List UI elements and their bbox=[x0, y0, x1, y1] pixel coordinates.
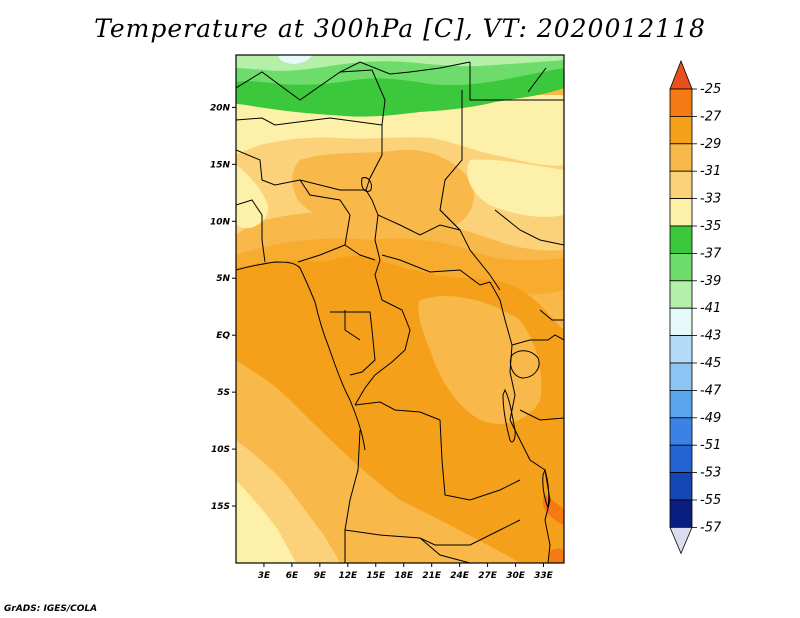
x-tick-label: 33E bbox=[534, 571, 554, 581]
x-tick-label: 9E bbox=[314, 571, 327, 581]
colorbar-label: -25 bbox=[700, 82, 721, 97]
colorbar-swatch bbox=[669, 417, 693, 446]
colorbar-swatch bbox=[669, 88, 693, 117]
field-patch-27 bbox=[542, 495, 564, 525]
field-patch-31-east bbox=[418, 296, 542, 424]
colorbar-swatch bbox=[669, 280, 693, 309]
colorbar-label: -39 bbox=[700, 274, 721, 289]
colorbar-swatch bbox=[669, 198, 693, 227]
grads-credit: GrADS: IGES/COLA bbox=[4, 604, 98, 614]
field-sw-31 bbox=[236, 400, 365, 563]
colorbar-swatch bbox=[669, 335, 693, 364]
colorbar-top-cap bbox=[669, 59, 693, 90]
field-patch-35-east bbox=[467, 159, 564, 217]
colorbar-label: -57 bbox=[700, 520, 722, 535]
y-tick-label: 10S bbox=[211, 445, 230, 455]
colorbar-swatch bbox=[669, 389, 693, 419]
y-tick-label: 15N bbox=[210, 160, 231, 170]
x-tick-label: 24E bbox=[450, 571, 470, 581]
longitude-axis: 3E 6E 9E 12E 15E 18E 21E 24E 27E 30E 33E bbox=[258, 563, 554, 581]
y-tick-label: 5N bbox=[216, 274, 230, 284]
country-borders bbox=[236, 61, 564, 563]
y-tick-label: 5S bbox=[217, 388, 230, 398]
x-tick-label: 15E bbox=[366, 571, 386, 581]
x-tick-label: 21E bbox=[422, 571, 442, 581]
colorbar-bottom-cap bbox=[669, 527, 693, 555]
colorbar-label: -31 bbox=[700, 164, 721, 179]
colorbar-swatch bbox=[669, 170, 693, 199]
x-tick-label: 12E bbox=[338, 571, 358, 581]
x-tick-label: 18E bbox=[394, 571, 414, 581]
colorbar-label: -55 bbox=[700, 493, 721, 508]
field-patch-27-south bbox=[548, 548, 564, 563]
y-tick-label: EQ bbox=[216, 331, 230, 341]
x-tick-label: 3E bbox=[258, 571, 271, 581]
colorbar: -25 -27 -29 -31 -33 -35 -37 -39 -41 -43 -45 -47 -49 -… bbox=[669, 59, 722, 555]
colorbar-label: -35 bbox=[700, 219, 721, 234]
x-tick-label: 6E bbox=[286, 571, 299, 581]
map-frame bbox=[235, 54, 565, 564]
field-band-41 bbox=[236, 55, 564, 71]
colorbar-label: -53 bbox=[700, 466, 721, 481]
colorbar-swatch bbox=[669, 499, 693, 528]
colorbar-swatch bbox=[669, 143, 693, 172]
colorbar-label: -33 bbox=[700, 192, 721, 207]
colorbar-swatch bbox=[669, 362, 693, 391]
x-tick-label: 27E bbox=[478, 571, 498, 581]
colorbar-label: -41 bbox=[700, 301, 721, 316]
colorbar-swatch bbox=[669, 472, 693, 501]
colorbar-label: -43 bbox=[700, 329, 721, 344]
field-band-29-north bbox=[236, 238, 564, 294]
y-tick-label: 10N bbox=[210, 217, 231, 227]
colorbar-label: -27 bbox=[700, 109, 722, 124]
colorbar-label: -37 bbox=[700, 246, 722, 261]
colorbar-label: -49 bbox=[700, 411, 721, 426]
colorbar-swatch bbox=[669, 307, 693, 337]
y-tick-label: 20N bbox=[210, 103, 231, 113]
colorbar-swatch bbox=[669, 225, 693, 254]
colorbar-swatch bbox=[669, 444, 693, 474]
field-patch-31-north bbox=[292, 149, 474, 233]
colorbar-label: -45 bbox=[700, 356, 721, 371]
chart-title: Temperature at 300hPa [C], VT: 202001211… bbox=[94, 14, 706, 43]
colorbar-label: -29 bbox=[700, 137, 721, 152]
latitude-axis: 20N 15N 10N 5N EQ 5S 10S 15S bbox=[210, 103, 236, 512]
field-patch-43 bbox=[278, 55, 312, 64]
colorbar-label: -51 bbox=[700, 438, 721, 453]
y-tick-label: 15S bbox=[211, 502, 230, 512]
x-tick-label: 30E bbox=[506, 571, 526, 581]
colorbar-label: -47 bbox=[700, 383, 722, 398]
colorbar-swatch bbox=[669, 252, 693, 282]
field-sw-35 bbox=[236, 480, 296, 563]
colorbar-swatch bbox=[669, 116, 693, 145]
